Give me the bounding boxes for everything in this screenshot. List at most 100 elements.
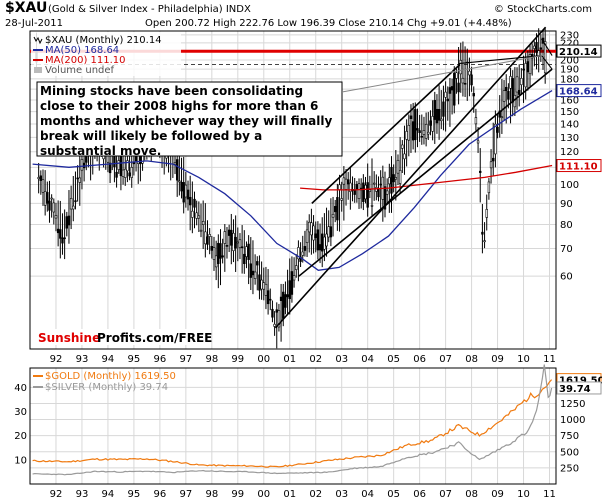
candle-body [59,229,62,239]
candle-body [346,179,350,185]
price-x-tick-label: 94 [102,354,115,365]
candle-body [502,90,506,102]
candle-body [409,115,413,120]
candle-body [314,233,317,239]
candle-body [511,78,514,103]
candle-body [61,237,64,244]
metals-right-tick-label: 250 [560,463,579,474]
candle-body [489,161,493,169]
candle-body [424,123,428,139]
candle-body [472,93,475,97]
metals-x-tick-label: 94 [102,489,115,500]
candle-body [316,229,320,251]
legend-ma50: MA(50) 168.64 [45,45,119,56]
candle-body [528,54,532,75]
candle-body [303,246,307,251]
price-x-tick-label: 07 [439,354,452,365]
candle-body [355,184,359,190]
legend-ma200: MA(200) 111.10 [45,55,126,66]
candle-body [134,156,138,162]
metals-tag-box [556,381,602,395]
candle-body [299,256,302,262]
metals-x-tick-label: 04 [361,489,374,500]
candle-body [39,175,43,181]
chart-subtitle: (Gold & Silver Index - Philadelphia) IND… [48,4,251,15]
price-x-tick-label: 08 [465,354,478,365]
candle-body [394,177,398,180]
candle-body [253,271,257,279]
candle-body [405,131,408,140]
candle-body [487,181,491,194]
candle-body [398,170,402,184]
price-y-axis: 6070809010011012013014015016017018019020… [556,30,602,283]
candle-body [277,310,281,328]
candle-body [357,183,361,199]
metals-right-tick-label: 1250 [560,399,585,410]
candle-body [240,246,244,249]
candle-body [448,87,452,94]
metals-x-tick-label: 92 [50,489,63,500]
trend-channel-line [541,55,553,70]
candle-body [74,200,77,203]
candle-body [500,116,504,119]
candle-body [435,108,439,124]
candle-legend-icon [33,36,43,45]
candle-body [286,294,289,298]
trend-channel-line [458,54,542,65]
metals-left-tick-label: 10 [14,455,27,466]
candle-body [494,123,497,155]
candle-body [329,226,333,238]
candle-body [518,90,521,95]
price-legend: $XAU (Monthly) 210.14 MA(50) 168.64 MA(2… [31,32,181,76]
candle-body [520,78,523,86]
candle-body [295,265,298,270]
candle-body [310,222,313,236]
candle-body [305,229,309,243]
ma50-line [32,90,553,271]
candle-body [334,206,337,213]
candle-body [219,243,222,259]
candle-body [468,70,471,76]
candle-body [78,177,81,183]
candle-body [377,188,380,198]
price-tag-label: 168.64 [559,87,598,98]
candle-body [396,159,400,174]
candle-body [390,167,393,194]
price-y-tick-label: 190 [560,65,579,76]
metals-x-tick-label: 07 [439,489,452,500]
candle-body [420,135,423,138]
metals-panel-frame [29,367,557,485]
candle-body [236,241,240,244]
candle-body [492,157,495,162]
metals-x-tick-label: 09 [491,489,504,500]
candle-body [290,271,294,295]
candle-body [372,182,376,185]
candle-body [275,309,278,313]
candle-body [214,255,218,268]
trend-channel-line [274,26,547,329]
candle-body [515,76,519,93]
legend-volume: Volume undef [45,65,115,76]
gold-line [32,379,553,468]
candle-body [63,237,66,240]
price-x-tick-label: 95 [128,354,141,365]
candle-body [457,82,460,93]
price-tag-box [556,84,602,98]
candle-body [273,323,276,327]
price-y-tick-label: 150 [560,107,579,118]
candle-body [407,124,411,141]
candle-body [223,231,227,244]
candle-body [262,282,265,290]
candle-body [349,182,352,192]
candle-body [117,160,120,170]
price-tag-box [556,159,602,173]
candle-body [524,63,527,88]
metals-tag-label: 1619.50 [559,376,602,387]
candle-body [535,42,538,53]
price-y-tick-label: 80 [560,220,573,231]
candle-body [221,255,224,258]
candle-body [414,109,417,141]
candle-body [470,74,473,86]
candle-body [481,231,484,235]
